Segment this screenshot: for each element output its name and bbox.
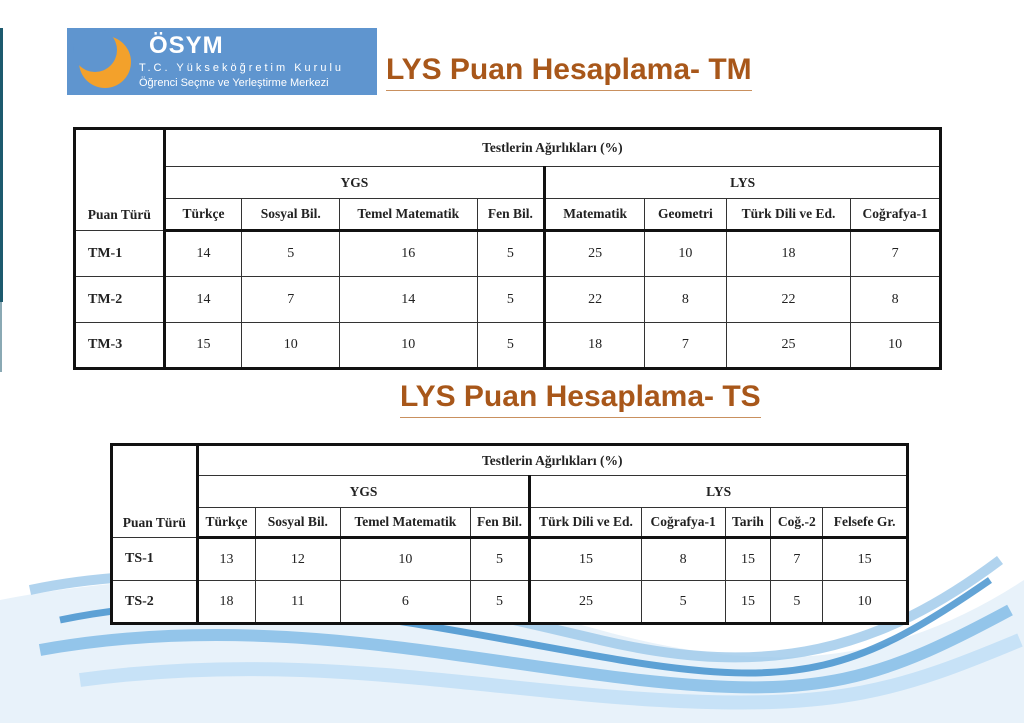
table-cell: 7 bbox=[770, 537, 824, 581]
left-accent-bar bbox=[0, 28, 3, 302]
column-header: Türk Dili ve Ed. bbox=[725, 198, 852, 232]
column-header: Türk Dili ve Ed. bbox=[528, 507, 642, 539]
table-cell: 8 bbox=[640, 537, 726, 581]
group-header-ygs: YGS bbox=[195, 475, 531, 508]
table-cell: 5 bbox=[241, 230, 341, 277]
table-cell: 18 bbox=[543, 322, 645, 369]
row-label: TS-1 bbox=[111, 537, 198, 581]
table-cell: 10 bbox=[643, 230, 727, 277]
table-cell: 5 bbox=[476, 276, 546, 323]
column-header: Sosyal Bil. bbox=[241, 198, 341, 232]
table-cell: 18 bbox=[195, 580, 256, 624]
row-label: TM-3 bbox=[74, 322, 165, 369]
table-cell: 5 bbox=[770, 580, 824, 624]
table-cell: 5 bbox=[476, 322, 546, 369]
table-cell: 7 bbox=[643, 322, 727, 369]
table-cell: 15 bbox=[528, 537, 642, 581]
column-header: Coğrafya-1 bbox=[850, 198, 941, 232]
column-header: Sosyal Bil. bbox=[254, 507, 342, 539]
table-cell: 5 bbox=[469, 537, 531, 581]
table-caption: Testlerin Ağırlıkları (%) bbox=[195, 444, 909, 476]
table-row: TM-3 15 10 10 5 18 7 25 10 bbox=[74, 322, 941, 369]
table-cell: 7 bbox=[241, 276, 341, 323]
table-cell: 15 bbox=[724, 537, 772, 581]
table-cell: 16 bbox=[339, 230, 478, 277]
table-cell: 25 bbox=[725, 322, 852, 369]
row-label: TS-2 bbox=[111, 580, 198, 624]
table-cell: 5 bbox=[476, 230, 546, 277]
column-header: Coğrafya-1 bbox=[640, 507, 726, 539]
table-cell: 13 bbox=[195, 537, 256, 581]
row-label: TM-1 bbox=[74, 230, 165, 277]
column-header: Türkçe bbox=[195, 507, 256, 539]
table-cell: 22 bbox=[725, 276, 852, 323]
osym-logo: ÖSYM T.C. Yükseköğretim Kurulu Öğrenci S… bbox=[67, 28, 377, 95]
table-cell: 12 bbox=[254, 537, 342, 581]
tm-heading: LYS Puan Hesaplama- TM bbox=[386, 53, 752, 91]
table-cell: 6 bbox=[340, 580, 471, 624]
table-cell: 7 bbox=[850, 230, 941, 277]
table-caption: Testlerin Ağırlıkları (%) bbox=[162, 128, 942, 167]
table-row: TS-2 18 11 6 5 25 5 15 5 10 bbox=[111, 580, 908, 624]
table-row: TM-1 14 5 16 5 25 10 18 7 bbox=[74, 230, 941, 277]
table-cell: 11 bbox=[254, 580, 342, 624]
left-accent-bar-lower bbox=[0, 302, 2, 372]
ts-heading: LYS Puan Hesaplama- TS bbox=[400, 380, 761, 418]
ts-weights-table: Puan Türü Testlerin Ağırlıkları (%) YGS … bbox=[110, 443, 909, 625]
table-cell: 14 bbox=[162, 276, 243, 323]
osym-logo-mark bbox=[73, 28, 131, 88]
table-cell: 10 bbox=[822, 580, 908, 624]
column-header: Coğ.-2 bbox=[770, 507, 824, 539]
table-cell: 8 bbox=[643, 276, 727, 323]
row-label: TM-2 bbox=[74, 276, 165, 323]
table-cell: 10 bbox=[241, 322, 341, 369]
table-cell: 15 bbox=[724, 580, 772, 624]
table-cell: 14 bbox=[339, 276, 478, 323]
table-cell: 14 bbox=[162, 230, 243, 277]
column-header: Türkçe bbox=[162, 198, 243, 232]
column-header: Tarih bbox=[724, 507, 772, 539]
table-cell: 15 bbox=[822, 537, 908, 581]
table-cell: 8 bbox=[850, 276, 941, 323]
table-cell: 15 bbox=[162, 322, 243, 369]
logo-name: ÖSYM bbox=[149, 32, 224, 59]
table-row: TM-2 14 7 14 5 22 8 22 8 bbox=[74, 276, 941, 323]
table-cell: 25 bbox=[543, 230, 645, 277]
table-cell: 10 bbox=[339, 322, 478, 369]
column-header: Temel Matematik bbox=[339, 198, 478, 232]
column-header: Temel Matematik bbox=[340, 507, 471, 539]
column-header: Geometri bbox=[643, 198, 727, 232]
logo-line-1: T.C. Yükseköğretim Kurulu bbox=[139, 62, 345, 74]
table-cell: 5 bbox=[469, 580, 531, 624]
column-header-puan-turu: Puan Türü bbox=[74, 128, 165, 231]
table-cell: 22 bbox=[543, 276, 645, 323]
group-header-lys: LYS bbox=[528, 475, 908, 508]
table-row: TS-1 13 12 10 5 15 8 15 7 15 bbox=[111, 537, 908, 581]
table-cell: 25 bbox=[528, 580, 642, 624]
logo-line-2: Öğrenci Seçme ve Yerleştirme Merkezi bbox=[139, 77, 329, 89]
column-header: Fen Bil. bbox=[469, 507, 531, 539]
group-header-lys: LYS bbox=[543, 166, 941, 199]
column-header-puan-turu: Puan Türü bbox=[111, 444, 198, 538]
column-header: Matematik bbox=[543, 198, 645, 232]
table-cell: 18 bbox=[725, 230, 852, 277]
tm-weights-table: Puan Türü Testlerin Ağırlıkları (%) YGS … bbox=[73, 127, 942, 370]
table-cell: 5 bbox=[640, 580, 726, 624]
table-cell: 10 bbox=[340, 537, 471, 581]
table-cell: 10 bbox=[850, 322, 941, 369]
column-header: Felsefe Gr. bbox=[822, 507, 908, 539]
column-header: Fen Bil. bbox=[476, 198, 546, 232]
group-header-ygs: YGS bbox=[162, 166, 546, 199]
